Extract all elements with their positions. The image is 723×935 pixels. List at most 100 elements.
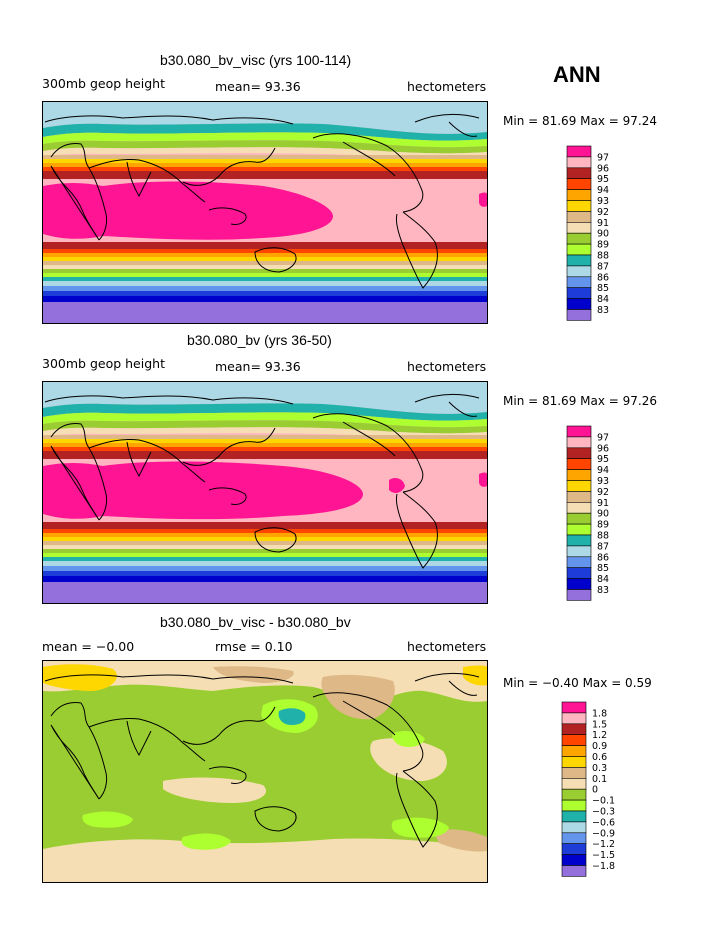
panel3-colorbar-tick-label: 0 <box>592 785 598 796</box>
panel1-colorbar-swatch <box>566 309 592 321</box>
panel1-colorbar-swatch <box>566 145 592 158</box>
panel3-colorbar-swatch <box>561 756 587 768</box>
panel3-colorbar-tick-label: 0.1 <box>592 774 607 785</box>
panel3-colorbar-tick-label: 1.8 <box>592 708 607 719</box>
panel3-colorbar-swatch <box>561 734 587 746</box>
panel1-colorbar-swatch <box>566 276 592 289</box>
panel2-band-89 <box>43 420 487 434</box>
panel2-band-88 <box>43 412 487 428</box>
panel1-band-89-south <box>43 269 487 274</box>
panel2-band-92-south <box>43 537 487 542</box>
panel3-colorbar-swatch <box>561 799 587 812</box>
panel2-colorbar-swatch <box>566 556 592 569</box>
panel1-band-88-south <box>43 273 487 277</box>
panel2-band-97 <box>43 461 363 520</box>
panel1-band-93 <box>43 163 487 168</box>
panel2-colorbar-swatch <box>566 425 592 438</box>
panel3-colorbar-tick-label: 0.6 <box>592 752 607 763</box>
panel1-colorbar-tick-label: 85 <box>597 283 609 294</box>
panel2-mean-label: mean= 93.36 <box>215 359 301 374</box>
season-label: ANN <box>553 62 601 87</box>
panel1-colorbar-tick-label: 92 <box>597 207 609 218</box>
panel1-colorbar: 97 96 95 94 93 92 91 90 89 88 87 86 85 84 83 <box>566 145 627 322</box>
panel2-band-94 <box>43 447 487 452</box>
panel2-colorbar-tick-label: 94 <box>597 465 609 476</box>
panel3-colorbar-swatch <box>561 788 587 801</box>
panel2-colorbar-tick-label: 89 <box>597 520 609 531</box>
panel3-coastlines <box>44 673 480 848</box>
panel3-colorbar-swatch <box>561 854 587 866</box>
panel3-field-pos0-indian <box>163 777 267 803</box>
panel1-colorbar-swatch <box>566 178 592 190</box>
panel1-min-max: Min = 81.69 Max = 97.24 <box>503 114 657 128</box>
panel2-colorbar-tick-label: 97 <box>597 432 609 443</box>
panel1-band-94 <box>43 167 487 172</box>
panel1-band-89 <box>43 140 487 154</box>
panel1-title: b30.080_bv_visc (yrs 100-114) <box>160 52 352 68</box>
panel3-colorbar-tick-label: −0.1 <box>592 796 615 807</box>
panel3-colorbar-tick-label: −0.9 <box>592 828 615 839</box>
panel2-colorbar-swatch <box>566 447 592 459</box>
panel2-colorbar-tick-label: 90 <box>597 509 609 520</box>
panel1-colorbar-tick-label: 87 <box>597 261 609 272</box>
panel1-colorbar-tick-label: 94 <box>597 185 609 196</box>
panel3-colorbar-tick-label: 0.3 <box>592 763 607 774</box>
panel3-colorbar-svg: 1.81.51.20.90.60.30.10−0.1−0.3−0.6−0.9−1… <box>561 701 615 877</box>
panel1-colorbar-tick-label: 86 <box>597 272 609 283</box>
panel1-coastlines <box>44 114 480 289</box>
panel2-band-86 <box>43 382 487 414</box>
panel1-mean-label: mean= 93.36 <box>215 79 301 94</box>
panel2-colorbar-swatch <box>566 534 592 547</box>
panel2-band-85-south <box>43 566 487 571</box>
panel2-colorbar-tick-label: 83 <box>597 585 609 596</box>
panel1-colorbar-tick-label: 90 <box>597 229 609 240</box>
panel2-colorbar-tick-label: 85 <box>597 563 609 574</box>
panel3-colorbar-swatch <box>561 778 587 790</box>
panel2-band-97-amazon <box>389 478 405 493</box>
panel1-colorbar-swatch <box>566 243 592 256</box>
panel1-band-88 <box>43 132 487 148</box>
panel2-colorbar-swatch <box>566 502 592 514</box>
panel1-band-95 <box>43 171 487 179</box>
panel1-colorbar-swatch <box>566 265 592 278</box>
panel3-field-neg03-south-atlantic <box>391 817 449 838</box>
panel1-band-86 <box>43 102 487 134</box>
panel1-band-87 <box>43 123 487 141</box>
panel3-colorbar-tick-label: −1.2 <box>592 839 615 850</box>
panel1-colorbar-swatch <box>566 167 592 179</box>
panel2-colorbar-tick-label: 93 <box>597 476 609 487</box>
panel1-band-92-south <box>43 257 487 262</box>
panel1-band-92 <box>43 159 487 164</box>
panel1-colorbar-tick-label: 88 <box>597 251 609 262</box>
panel2-min-max: Min = 81.69 Max = 97.26 <box>503 394 657 408</box>
panel1-band-84-south <box>43 291 487 296</box>
panel2-colorbar-swatch <box>566 589 592 601</box>
panel3-field-pos0-atlantic <box>370 738 447 781</box>
panel3-colorbar-tick-label: −1.5 <box>592 850 615 861</box>
panel1-colorbar-swatch <box>566 200 592 212</box>
panel1-band-87-south <box>43 277 487 281</box>
panel1-colorbar-swatch <box>566 254 592 267</box>
panel1-units-label: hectometers <box>407 79 487 94</box>
panel2-map <box>42 381 488 604</box>
panel2-band-90-south <box>43 545 487 550</box>
panel3-colorbar-swatch <box>561 723 587 735</box>
panel1-band-85-south <box>43 286 487 291</box>
panel3-colorbar-swatch <box>561 843 587 855</box>
panel1-colorbar-swatch <box>566 211 592 223</box>
panel1-colorbar-tick-label: 83 <box>597 305 609 316</box>
panel2-colorbar-swatch <box>566 578 592 590</box>
panel2-band-94-south <box>43 529 487 534</box>
panel2-colorbar-tick-label: 92 <box>597 487 609 498</box>
panel2-variable-label: 300mb geop height <box>42 356 165 371</box>
panel3-colorbar-tick-label: −1.8 <box>592 861 615 872</box>
panel3-colorbar-tick-label: −0.6 <box>592 817 615 828</box>
panel1-band-82-south <box>43 302 487 323</box>
panel2-units-label: hectometers <box>407 359 487 374</box>
panel3-colorbar-swatch <box>561 767 587 779</box>
panel1-band-86-south <box>43 281 487 286</box>
panel2-band-95 <box>43 451 487 459</box>
panel2-title: b30.080_bv (yrs 36-50) <box>187 332 332 348</box>
